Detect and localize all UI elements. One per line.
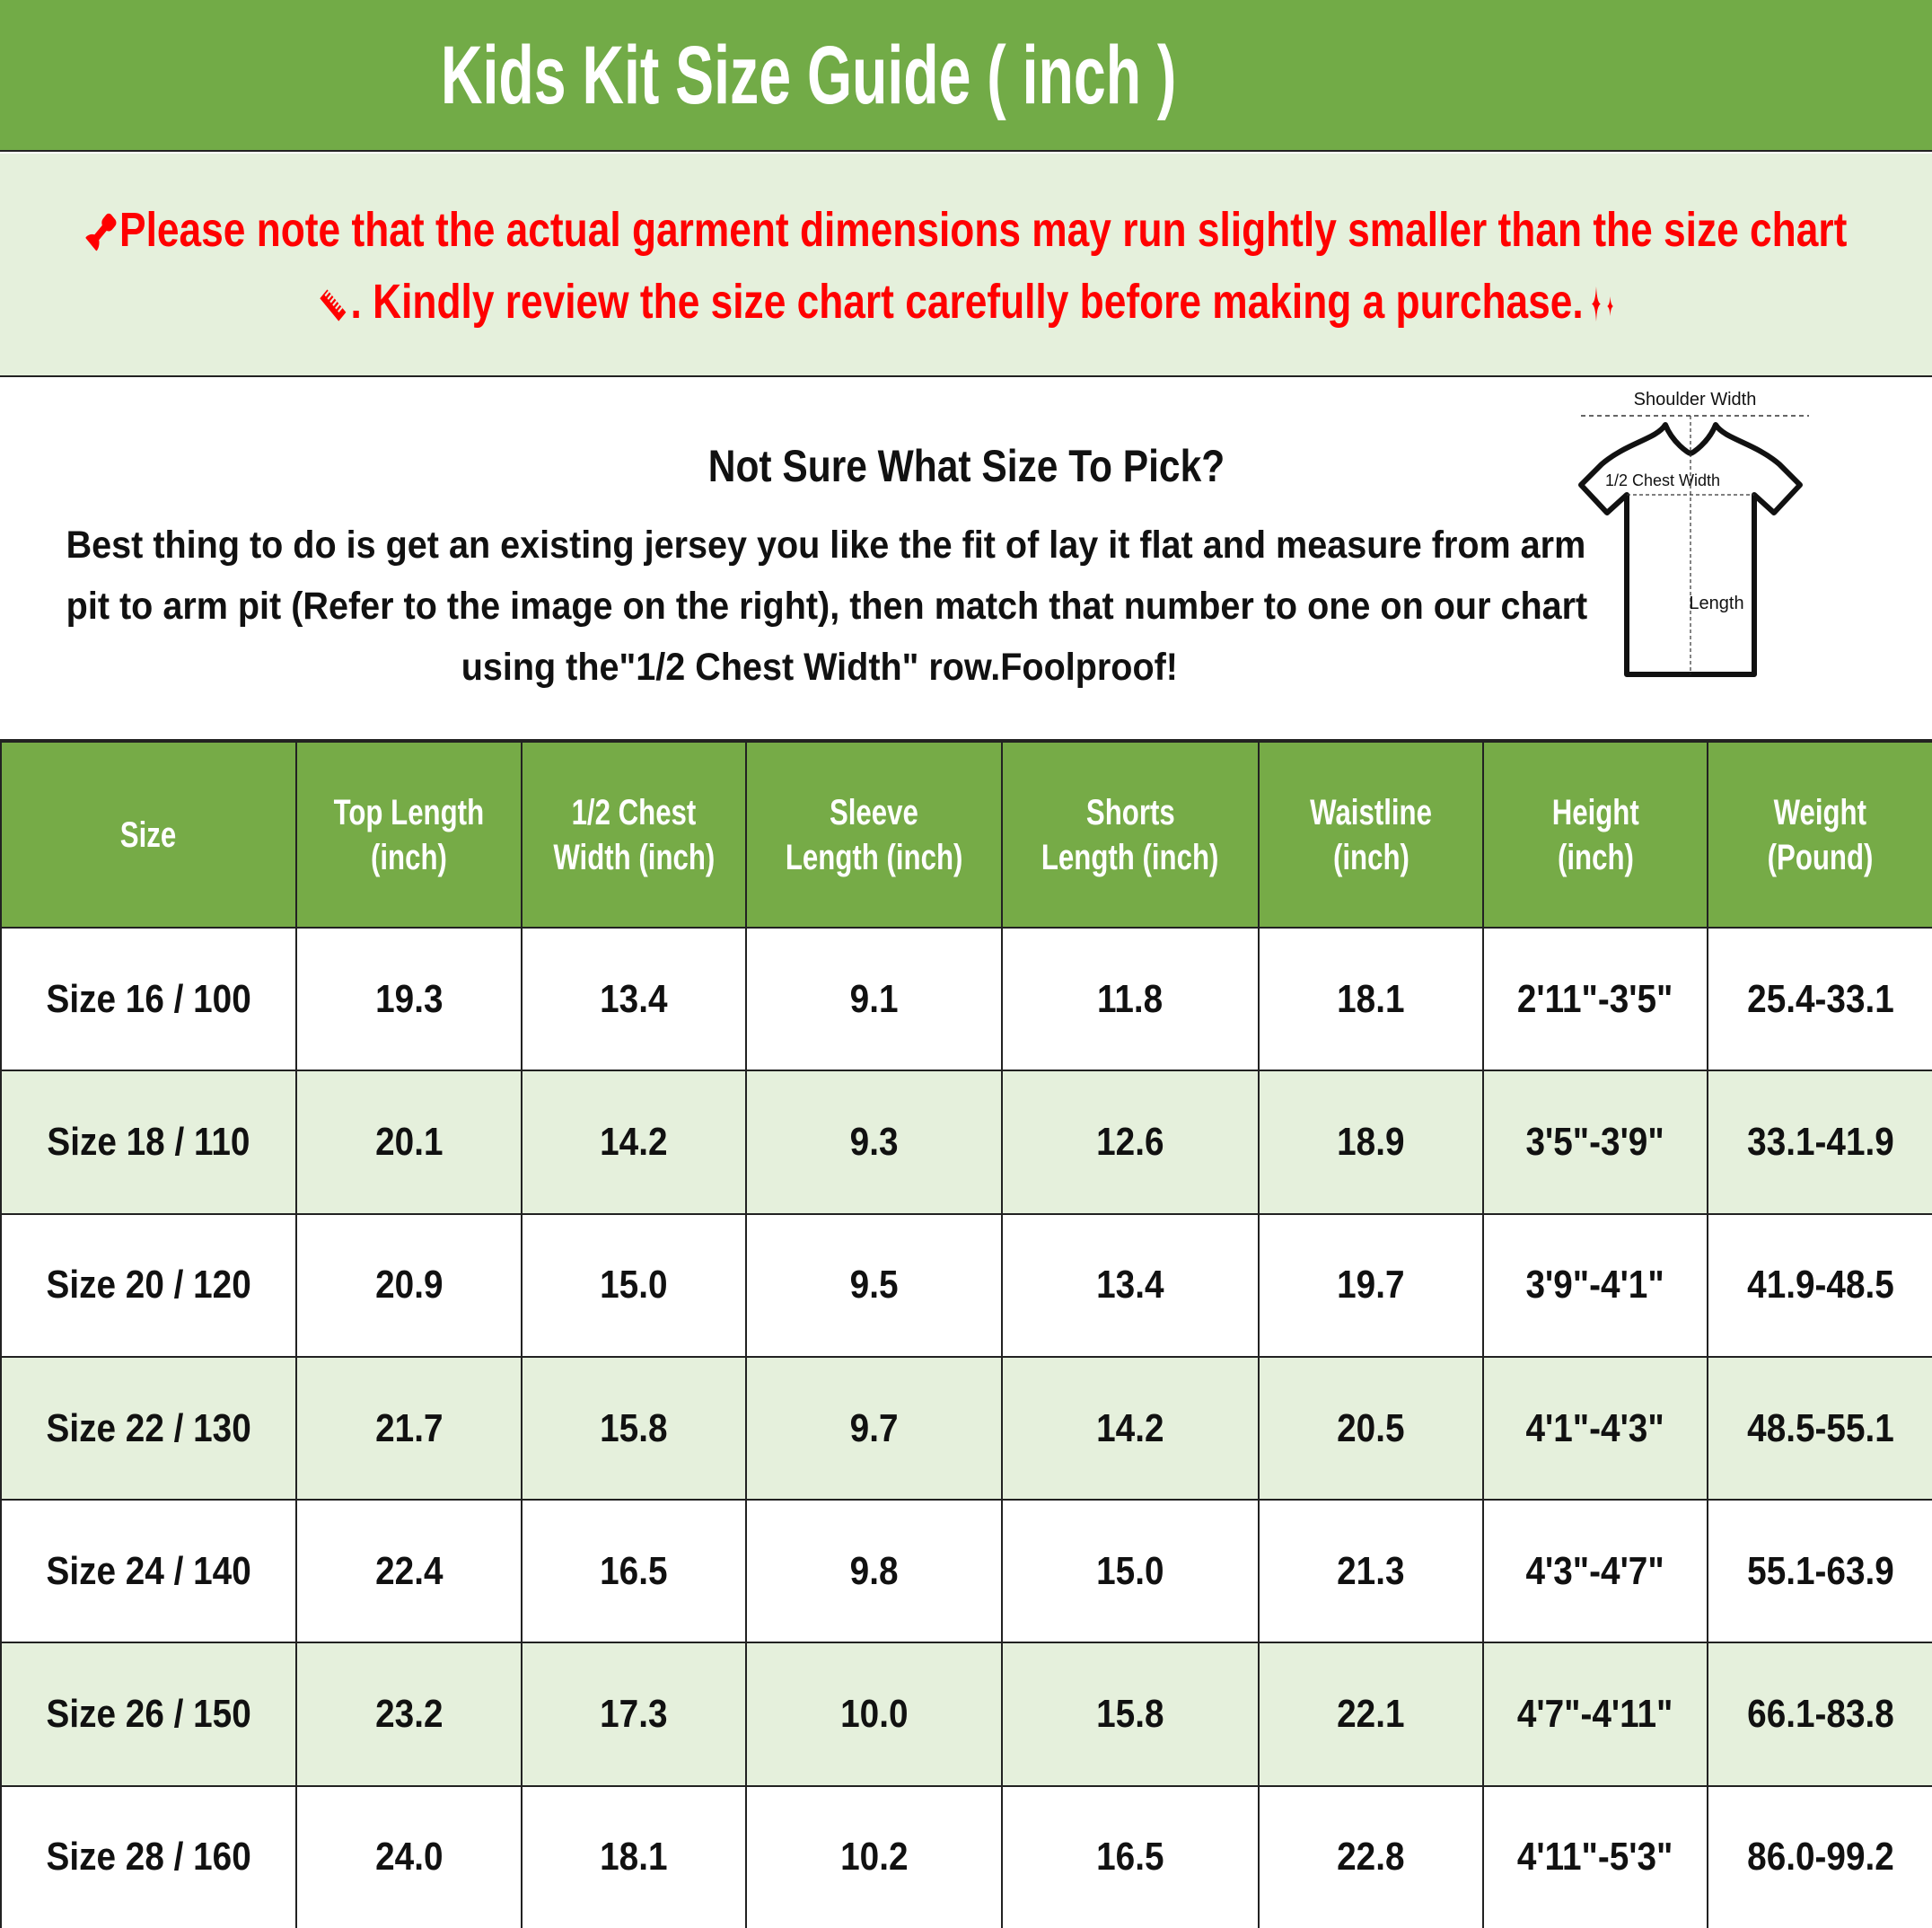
- svg-text:Length: Length: [1689, 594, 1743, 613]
- svg-text:1/2 Chest Width: 1/2 Chest Width: [1605, 471, 1720, 489]
- svg-text:Shoulder Width: Shoulder Width: [1634, 390, 1757, 409]
